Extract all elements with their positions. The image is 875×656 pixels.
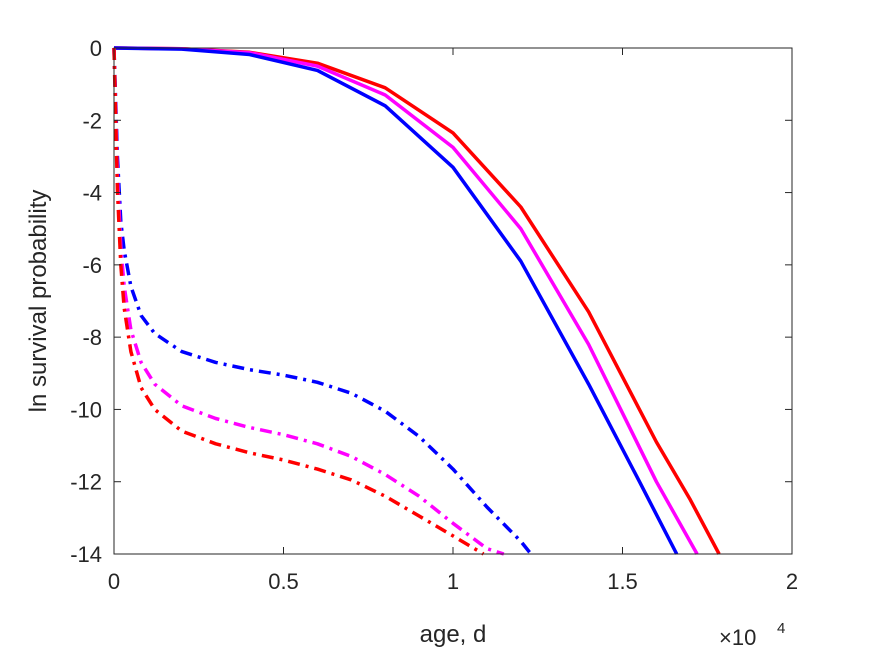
series-line-3 (113, 46, 679, 555)
x-tick-label: 0.5 (268, 569, 299, 594)
y-tick-label: -12 (70, 470, 102, 495)
axes-box (113, 47, 793, 555)
x-tick-label: 0 (108, 569, 120, 594)
x-tick-label: 2 (786, 569, 798, 594)
y-tick-label: -10 (70, 397, 102, 422)
series-line-1 (113, 46, 721, 555)
series-line-4 (112, 47, 533, 556)
x-exponent-power: 4 (777, 620, 785, 637)
x-tick-label: 1.5 (607, 569, 638, 594)
y-axis-label: ln survival probability (25, 190, 52, 413)
x-tick-label: 1 (447, 569, 459, 594)
y-tick-label: -6 (82, 253, 102, 278)
series-line-5 (112, 47, 505, 556)
y-tick-label: -8 (82, 325, 102, 350)
y-tick-label: -14 (70, 542, 102, 567)
series-line-6 (112, 47, 485, 556)
x-exponent-base: ×10 (719, 625, 756, 650)
x-axis-label: age, d (420, 621, 487, 648)
plot-lines (112, 46, 721, 556)
y-tick-label: -2 (82, 108, 102, 133)
ticks: 0 0.5 1 1.5 2 0 -2 -4 -6 -8 -10 -12 -14 (70, 36, 798, 594)
x-axis-exponent: ×10 4 (719, 620, 785, 650)
y-tick-label: 0 (90, 36, 102, 61)
y-tick-label: -4 (82, 181, 102, 206)
